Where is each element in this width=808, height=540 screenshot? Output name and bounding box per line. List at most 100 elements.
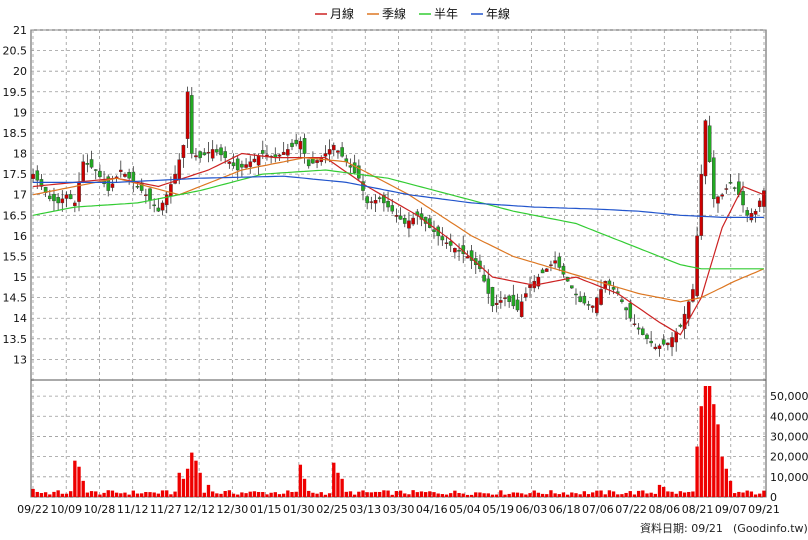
volume-bar bbox=[89, 491, 94, 497]
volume-tick-label: 30,000 bbox=[770, 430, 808, 443]
volume-bar bbox=[244, 493, 248, 497]
volume-bar bbox=[461, 493, 465, 497]
volume-bar bbox=[578, 494, 582, 497]
volume-bar bbox=[131, 490, 135, 497]
volume-bar bbox=[465, 494, 470, 497]
volume-bar bbox=[540, 493, 545, 497]
candle-up bbox=[716, 196, 720, 204]
candle-up bbox=[173, 173, 177, 184]
candle-down bbox=[89, 159, 94, 168]
volume-bar bbox=[39, 493, 44, 497]
candle-down bbox=[649, 340, 653, 344]
candle-down bbox=[515, 299, 520, 311]
ma-line-年線 bbox=[33, 175, 764, 218]
candle-up bbox=[331, 145, 336, 151]
price-tick-label: 17 bbox=[13, 189, 27, 202]
volume-bar bbox=[662, 486, 666, 497]
volume-bar bbox=[390, 494, 394, 497]
date-axis: 09/22 10/09 10/28 11/12 11/27 12/12 12/30 01/15… bbox=[17, 503, 780, 516]
candle-up bbox=[753, 210, 758, 215]
volume-bar bbox=[160, 490, 165, 497]
price-tick-label: 15 bbox=[13, 271, 27, 284]
candle-down bbox=[574, 293, 578, 296]
volume-bar bbox=[419, 491, 424, 497]
volume-bar bbox=[691, 491, 695, 497]
price-tick-label: 18 bbox=[13, 148, 27, 161]
volume-bar bbox=[561, 492, 566, 497]
volume-bar bbox=[85, 492, 90, 497]
candle-up bbox=[110, 183, 115, 188]
price-tick-label: 14.5 bbox=[3, 292, 28, 305]
candle-up bbox=[206, 151, 211, 154]
volume-bar bbox=[616, 494, 620, 497]
candle-down bbox=[340, 147, 344, 157]
date-tick-label: 10/09 bbox=[50, 503, 82, 516]
volume-bar bbox=[574, 493, 578, 497]
volume-bar bbox=[753, 494, 758, 497]
volume-bar bbox=[194, 460, 198, 497]
date-tick-label: 06/18 bbox=[549, 503, 581, 516]
volume-bar bbox=[486, 493, 490, 497]
candle-up bbox=[720, 194, 724, 197]
candle-up bbox=[185, 91, 190, 139]
price-grid bbox=[30, 29, 767, 497]
candle-down bbox=[223, 151, 227, 158]
candle-down bbox=[611, 287, 616, 290]
price-tick-label: 16 bbox=[13, 230, 27, 243]
volume-bar bbox=[386, 490, 390, 497]
volume-bar bbox=[415, 492, 419, 497]
legend-label: 半年 bbox=[434, 7, 458, 21]
date-tick-label: 12/12 bbox=[183, 503, 215, 516]
candle-up bbox=[244, 164, 248, 168]
volume-bar bbox=[261, 492, 265, 497]
candle-down bbox=[93, 169, 98, 171]
price-tick-label: 16.5 bbox=[3, 209, 28, 222]
candle-up bbox=[118, 169, 123, 172]
date-tick-label: 06/03 bbox=[516, 503, 548, 516]
volume-bar bbox=[336, 472, 340, 497]
volume-bar bbox=[332, 462, 336, 497]
candle-down bbox=[202, 152, 207, 156]
candle-down bbox=[582, 295, 587, 304]
volume-bar bbox=[139, 493, 144, 497]
volume-bar bbox=[294, 491, 298, 497]
candle-up bbox=[682, 313, 687, 330]
candle-up bbox=[524, 293, 528, 298]
candle-up bbox=[394, 215, 399, 217]
candle-down bbox=[290, 142, 294, 147]
candle-up bbox=[336, 150, 340, 153]
volume-bar bbox=[649, 492, 653, 497]
candle-down bbox=[645, 334, 649, 340]
volume-bar bbox=[56, 490, 60, 497]
legend-label: 月線 bbox=[330, 6, 354, 21]
volume-bar bbox=[290, 491, 294, 497]
volume-bar bbox=[281, 493, 286, 497]
candle-down bbox=[68, 194, 73, 200]
candle-down bbox=[260, 150, 265, 154]
candle-up bbox=[762, 190, 766, 207]
date-tick-label: 04/16 bbox=[416, 503, 448, 516]
volume-bar bbox=[687, 491, 691, 497]
volume-bars bbox=[31, 386, 766, 497]
date-tick-label: 01/30 bbox=[283, 503, 315, 516]
legend-label: 年線 bbox=[486, 6, 510, 21]
candle-up bbox=[181, 145, 186, 158]
volume-bar bbox=[599, 490, 603, 497]
volume-bar bbox=[102, 492, 106, 497]
volume-bar bbox=[378, 491, 382, 497]
candle-down bbox=[382, 194, 386, 204]
volume-bar bbox=[636, 490, 641, 497]
volume-bar bbox=[758, 493, 762, 497]
candle-up bbox=[194, 155, 198, 158]
date-tick-label: 09/21 bbox=[748, 503, 780, 516]
volume-bar bbox=[185, 468, 190, 497]
volume-bar bbox=[110, 490, 115, 497]
volume-bar bbox=[528, 493, 532, 497]
volume-bar bbox=[586, 494, 591, 497]
volume-tick-label: 10,000 bbox=[770, 471, 808, 484]
candle-up bbox=[544, 268, 549, 272]
volume-bar bbox=[703, 386, 708, 497]
volume-bar bbox=[507, 493, 511, 497]
price-tick-label: 19 bbox=[13, 106, 27, 119]
candle-down bbox=[348, 165, 353, 168]
